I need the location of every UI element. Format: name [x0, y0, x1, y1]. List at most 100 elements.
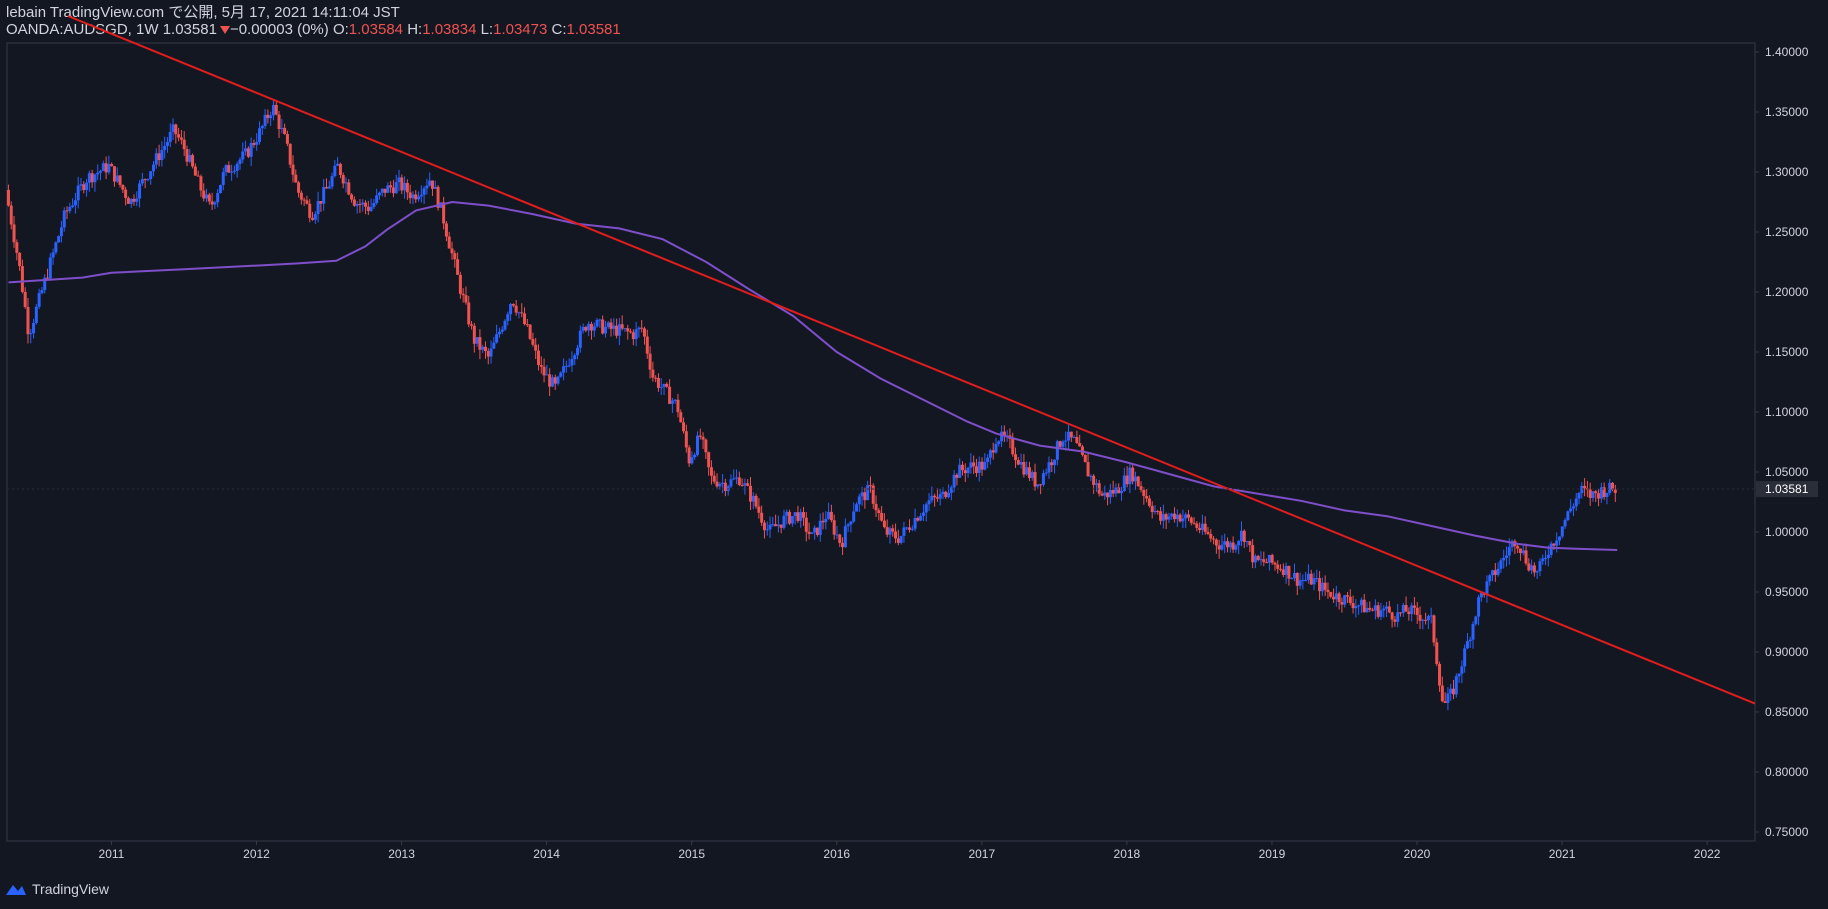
- candle-body: [821, 520, 825, 523]
- candle-body: [241, 151, 245, 160]
- candle-body: [408, 192, 412, 199]
- candle-body: [1440, 685, 1444, 702]
- candle-body: [1343, 595, 1347, 605]
- candle-body: [165, 141, 169, 146]
- candle-body: [297, 182, 301, 193]
- candle-body: [587, 323, 591, 331]
- candle-body: [461, 293, 465, 296]
- candle-body: [1276, 564, 1280, 569]
- candle-body: [79, 184, 83, 186]
- candle-body: [793, 512, 797, 517]
- candle-body: [1061, 441, 1065, 447]
- candle-body: [974, 466, 978, 473]
- tradingview-brand[interactable]: TradingView: [6, 881, 109, 897]
- candle-body: [1318, 578, 1322, 592]
- candle-body: [877, 510, 881, 514]
- x-tick-label: 2016: [823, 847, 850, 861]
- candle-body: [260, 126, 264, 129]
- candle-body: [921, 512, 925, 516]
- candle-body: [430, 180, 434, 189]
- candle-body: [1594, 491, 1598, 494]
- candle-body: [377, 192, 381, 196]
- candle-body: [1114, 487, 1118, 494]
- candle-body: [140, 179, 144, 184]
- candle-body: [470, 324, 474, 326]
- candle-body: [185, 149, 189, 162]
- candle-body: [857, 496, 861, 505]
- candle-body: [1058, 441, 1062, 447]
- candle-body: [34, 306, 38, 323]
- candle-body: [1421, 619, 1425, 621]
- candle-body: [1326, 589, 1330, 592]
- candle-body: [450, 248, 454, 254]
- candle-body: [1203, 523, 1207, 532]
- candle-body: [648, 353, 652, 370]
- candle-body: [232, 170, 236, 172]
- candle-body: [1599, 487, 1603, 499]
- candle-body: [1106, 492, 1110, 498]
- candle-body: [1351, 603, 1355, 609]
- candle-body: [1131, 467, 1135, 482]
- candle-body: [205, 194, 209, 199]
- candle-body: [670, 400, 674, 404]
- candle-body: [266, 114, 270, 119]
- candle-body: [1147, 498, 1151, 506]
- candle-body: [1256, 555, 1260, 560]
- candle-body: [1039, 484, 1043, 486]
- candle-body: [1451, 688, 1455, 695]
- candle-body: [54, 242, 58, 253]
- candle-body: [492, 342, 496, 349]
- candle-body: [1315, 578, 1319, 580]
- candle-body: [403, 182, 407, 191]
- candle-body: [252, 143, 256, 145]
- candle-body: [29, 333, 33, 335]
- candle-body: [414, 194, 418, 200]
- candle-body: [690, 457, 694, 464]
- candle-body: [1209, 533, 1213, 539]
- candle-body: [1025, 467, 1029, 475]
- candle-body: [754, 495, 758, 507]
- candle-body: [244, 148, 248, 152]
- candle-body: [1092, 475, 1096, 485]
- candle-body: [118, 175, 122, 185]
- candle-body: [1583, 485, 1587, 489]
- candle-body: [846, 524, 850, 527]
- candle-body: [386, 185, 390, 193]
- candle-body: [553, 377, 557, 384]
- candle-body: [1273, 562, 1277, 565]
- candle-body: [1002, 431, 1006, 437]
- candle-body: [1212, 538, 1216, 540]
- candle-body: [419, 194, 423, 197]
- candle-body: [1605, 492, 1609, 497]
- candle-body: [191, 155, 195, 167]
- candle-body: [1468, 639, 1472, 642]
- candle-body: [59, 227, 63, 237]
- y-tick-label: 1.35000: [1765, 105, 1809, 119]
- candle-body: [910, 528, 914, 530]
- candle-body: [383, 188, 387, 193]
- candle-body: [874, 503, 878, 511]
- candle-body: [235, 163, 239, 171]
- candle-body: [924, 504, 928, 513]
- candle-body: [1488, 575, 1492, 582]
- candle-body: [62, 210, 66, 228]
- candle-body: [933, 495, 937, 498]
- y-tick-label: 1.25000: [1765, 225, 1809, 239]
- candle-body: [319, 201, 323, 204]
- candle-body: [963, 470, 967, 474]
- candle-body: [743, 483, 747, 486]
- candle-body: [1014, 454, 1018, 460]
- candle-body: [595, 319, 599, 327]
- candle-body: [564, 365, 568, 367]
- candle-body: [506, 314, 510, 321]
- candle-body: [489, 348, 493, 357]
- y-tick-label: 1.40000: [1765, 45, 1809, 59]
- candle-body: [841, 542, 845, 548]
- candle-body: [1549, 543, 1553, 555]
- candle-body: [880, 513, 884, 521]
- symbol-name[interactable]: OANDA:AUDSGD, 1W: [6, 21, 159, 38]
- candle-body: [327, 186, 331, 189]
- candle-body: [347, 182, 351, 195]
- candle-body: [361, 202, 365, 205]
